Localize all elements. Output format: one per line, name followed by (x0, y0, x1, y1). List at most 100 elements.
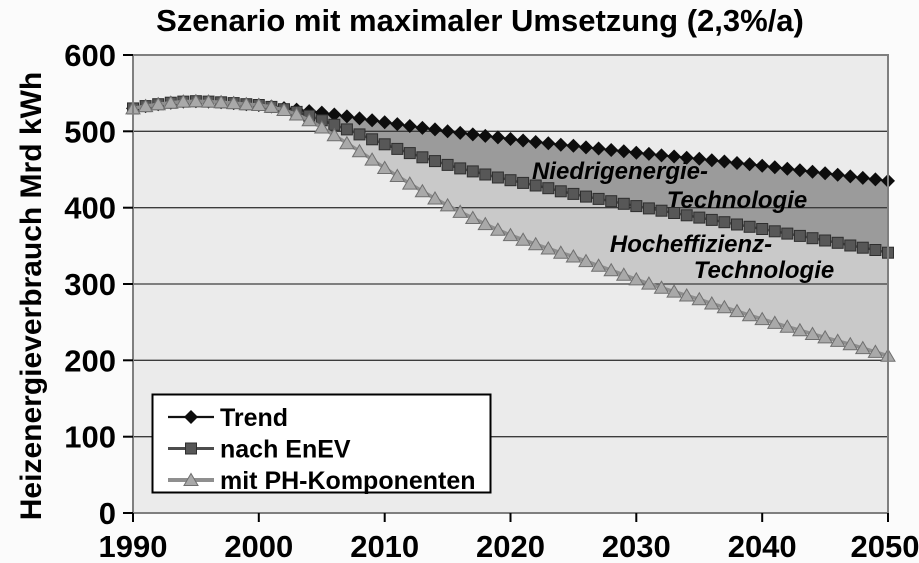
legend: Trend nach EnEV mit PH-Komponenten (151, 393, 492, 495)
diamond-marker (843, 169, 858, 184)
y-tick-label: 0 (99, 496, 116, 531)
triangle-marker (162, 95, 179, 109)
x-tick-label: 2050 (851, 529, 919, 563)
diamond-marker (654, 148, 669, 163)
square-marker (680, 209, 693, 222)
diamond-marker (742, 157, 757, 172)
diamond-marker (767, 160, 782, 175)
triangle-marker (729, 303, 745, 318)
legend-label: Trend (220, 404, 288, 432)
square-marker (441, 158, 454, 171)
band-annotation: Technologie (694, 257, 834, 284)
square-marker (869, 244, 882, 256)
triangle-marker (817, 329, 833, 344)
diamond-marker (830, 167, 845, 182)
triangle-marker (313, 120, 330, 134)
triangle-marker (641, 276, 657, 290)
diamond-marker (402, 119, 417, 133)
diamond-marker (805, 164, 820, 179)
triangle-marker (615, 267, 632, 281)
square-marker (554, 185, 567, 198)
band-annotation: Niedrigenergie- (532, 158, 708, 185)
square-marker (605, 195, 618, 208)
triangle-marker (250, 97, 267, 111)
triangle-marker (326, 127, 343, 142)
diamond-marker (579, 140, 593, 155)
square-marker (630, 200, 643, 213)
square-marker (592, 192, 605, 205)
triangle-marker (452, 204, 469, 218)
diamond-marker (717, 154, 732, 169)
triangle-marker (376, 160, 393, 174)
triangle-marker (389, 168, 406, 182)
square-marker (429, 155, 441, 168)
square-marker (743, 220, 756, 233)
diamond-marker (792, 163, 807, 178)
triangle-marker (414, 183, 431, 198)
triangle-marker (628, 271, 645, 286)
diamond-legend-marker (184, 410, 198, 424)
triangle-marker (578, 253, 594, 268)
diamond-marker (818, 166, 833, 181)
x-tick-label: 2010 (350, 529, 419, 563)
square-marker (391, 142, 404, 155)
x-tick-label: 1990 (99, 529, 168, 563)
triangle-marker (527, 236, 544, 251)
diamond-marker (478, 128, 493, 143)
triangle-legend-marker (183, 472, 199, 486)
triangle-marker (150, 96, 167, 111)
diamond-marker (566, 138, 581, 153)
square-marker (642, 202, 655, 215)
square-marker (466, 165, 479, 178)
diamond-marker (629, 145, 644, 160)
diamond-marker (591, 141, 606, 156)
legend-box (151, 393, 492, 494)
x-tick-label: 2040 (728, 529, 797, 563)
x-tick-label: 2000 (224, 529, 293, 563)
diamond-marker (339, 109, 354, 124)
triangle-marker (754, 311, 771, 326)
diamond-marker (780, 161, 795, 176)
triangle-marker (804, 326, 821, 340)
square-marker (504, 174, 517, 187)
triangle-marker (427, 191, 443, 205)
series-mit-ph-komponenten (125, 93, 896, 362)
triangle-marker (238, 96, 255, 111)
triangle-marker (716, 299, 733, 314)
y-tick-label: 600 (64, 38, 116, 73)
diamond-marker (679, 150, 694, 165)
square-marker (668, 207, 681, 219)
triangle-marker (439, 197, 456, 212)
x-tick-label: 2030 (602, 529, 671, 563)
square-marker (856, 241, 869, 254)
square-marker (517, 176, 530, 189)
triangle-marker (867, 344, 884, 358)
square-marker (831, 236, 844, 249)
diamond-marker (428, 122, 442, 137)
triangle-marker (766, 315, 783, 329)
diamond-marker (755, 158, 770, 173)
triangle-marker (552, 245, 569, 259)
diamond-marker (440, 124, 455, 139)
square-marker (756, 223, 769, 235)
square-marker (479, 168, 492, 181)
diamond-marker (503, 132, 518, 146)
diamond-marker (616, 144, 631, 159)
diamond-marker (490, 130, 505, 145)
triangle-marker (842, 336, 859, 351)
square-marker (378, 138, 391, 151)
triangle-marker (200, 94, 217, 108)
triangle-marker (351, 143, 368, 158)
triangle-marker (666, 284, 682, 298)
square-marker (693, 211, 706, 224)
square-marker (416, 151, 429, 164)
diamond-marker (541, 136, 556, 151)
triangle-marker (137, 98, 154, 113)
legend-label: mit PH-Komponenten (220, 467, 476, 495)
triangle-marker (590, 258, 607, 272)
band-annotation: Hocheffizienz- (610, 231, 772, 258)
triangle-marker (703, 296, 720, 310)
diamond-marker (553, 137, 568, 152)
triangle-marker (741, 307, 758, 322)
